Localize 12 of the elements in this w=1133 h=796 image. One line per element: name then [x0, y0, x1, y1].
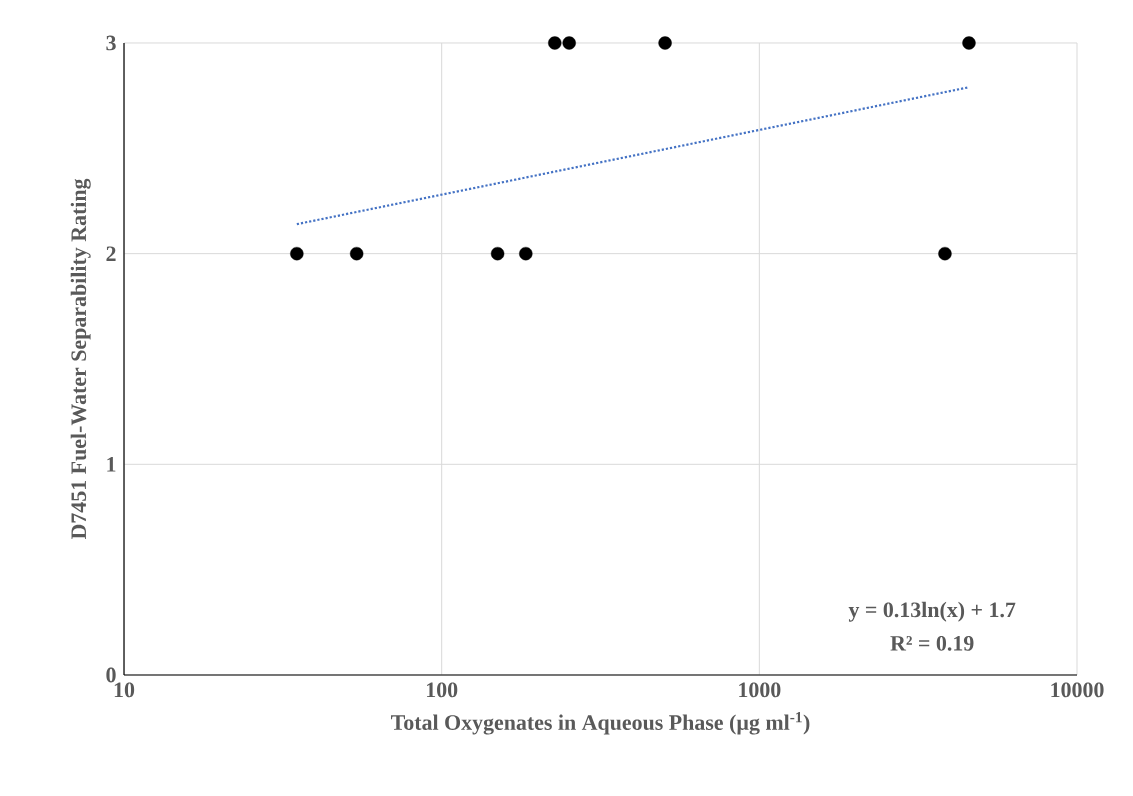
y-tick-label: 2 [106, 246, 116, 261]
x-tick-label: 1000 [739, 682, 781, 698]
x-tick-label: 10000 [1051, 682, 1104, 698]
annotation: R² = 0.19 [890, 635, 974, 651]
y-tick-label: 3 [106, 35, 116, 51]
x-axis-title: Total Oxygenates in Aqueous Phase (µg ml$^{-1}$) [391, 712, 810, 735]
y-axis-title: D7451 Fuel-Water Separability Rating [70, 178, 91, 540]
x-tick-label: 100 [426, 682, 458, 698]
y-tick-label: 1 [107, 457, 116, 472]
annotation: y = 0.13ln(x) + 1.7 [848, 601, 1016, 622]
x-tick-label: 10 [114, 682, 135, 698]
y-tick-label: 0 [106, 667, 116, 683]
